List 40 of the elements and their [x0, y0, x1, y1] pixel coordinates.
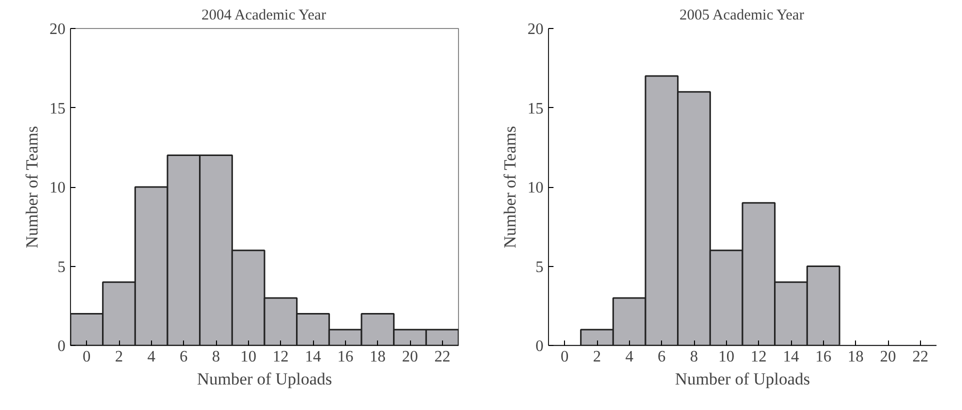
x-tick-label: 22: [912, 348, 928, 366]
chart-title: 2004 Academic Year: [202, 8, 326, 24]
y-tick-label: 20: [528, 21, 544, 38]
x-tick-label: 14: [305, 348, 321, 366]
x-tick-label: 20: [880, 348, 896, 366]
y-tick-label: 10: [528, 180, 544, 196]
y-axis-title: Number of Teams: [500, 126, 520, 248]
y-tick-label: 5: [58, 258, 66, 276]
y-tick-label: 20: [50, 21, 66, 38]
x-axis-title: Number of Uploads: [674, 370, 810, 388]
y-tick-label: 5: [536, 258, 544, 276]
y-tick-label: 0: [58, 338, 66, 355]
y-tick-label: 15: [50, 100, 66, 118]
chart-title: 2005 Academic Year: [680, 8, 804, 24]
x-tick-label: 6: [180, 348, 188, 366]
y-tick-label: 0: [536, 338, 544, 355]
x-tick-label: 16: [815, 348, 832, 366]
x-tick-label: 16: [337, 348, 354, 366]
x-tick-label: 12: [750, 348, 767, 366]
x-tick-label: 4: [147, 348, 156, 366]
y-tick-label: 10: [50, 180, 66, 196]
x-tick-label: 6: [658, 348, 666, 366]
x-tick-label: 4: [625, 348, 634, 366]
x-tick-label: 2: [593, 348, 601, 366]
x-tick-label: 18: [848, 348, 864, 366]
x-tick-label: 18: [370, 348, 386, 366]
y-axis-title: Number of Teams: [22, 126, 42, 248]
y-tick-label: 15: [528, 100, 544, 118]
x-tick-label: 0: [560, 348, 569, 366]
x-tick-label: 0: [82, 348, 91, 366]
x-tick-label: 12: [272, 348, 289, 366]
x-tick-label: 22: [434, 348, 450, 366]
x-axis-title: Number of Uploads: [196, 370, 332, 388]
x-tick-label: 2: [115, 348, 123, 366]
x-tick-label: 8: [212, 348, 220, 366]
x-tick-label: 14: [783, 348, 799, 366]
x-tick-label: 20: [402, 348, 418, 366]
x-tick-label: 10: [240, 348, 256, 366]
x-tick-label: 10: [718, 348, 734, 366]
x-tick-label: 8: [690, 348, 698, 366]
